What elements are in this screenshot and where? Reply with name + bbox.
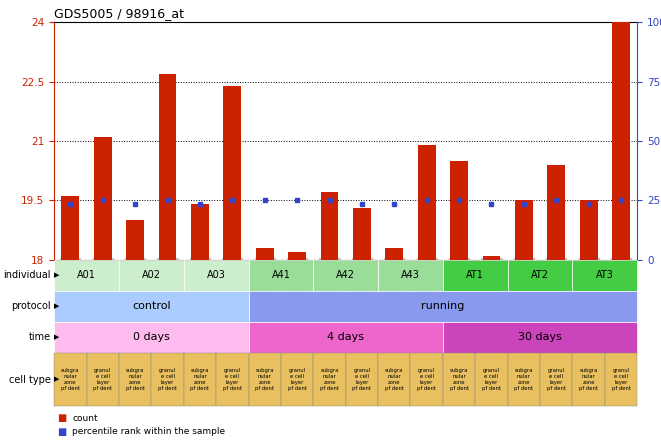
Text: 30 days: 30 days xyxy=(518,333,562,342)
Text: ▶: ▶ xyxy=(54,303,59,309)
Bar xyxy=(126,220,144,260)
Text: granul
e cell
layer
pf dent: granul e cell layer pf dent xyxy=(352,369,371,391)
Text: subgra
nular
zone
pf dent: subgra nular zone pf dent xyxy=(61,369,80,391)
Text: ■: ■ xyxy=(58,427,67,437)
Text: protocol: protocol xyxy=(11,301,51,311)
Text: individual: individual xyxy=(3,270,51,280)
Bar xyxy=(443,260,508,291)
Text: percentile rank within the sample: percentile rank within the sample xyxy=(72,427,225,436)
Text: granul
e cell
layer
pf dent: granul e cell layer pf dent xyxy=(288,369,307,391)
Bar xyxy=(249,260,313,291)
Bar xyxy=(151,353,184,406)
Bar xyxy=(281,353,313,406)
Text: ▶: ▶ xyxy=(54,377,59,383)
Text: granul
e cell
layer
pf dent: granul e cell layer pf dent xyxy=(93,369,112,391)
Text: AT2: AT2 xyxy=(531,270,549,280)
Bar xyxy=(410,353,443,406)
Text: subgra
nular
zone
pf dent: subgra nular zone pf dent xyxy=(255,369,274,391)
Bar xyxy=(94,137,112,260)
Text: subgra
nular
zone
pf dent: subgra nular zone pf dent xyxy=(449,369,469,391)
Text: A43: A43 xyxy=(401,270,420,280)
Text: granul
e cell
layer
pf dent: granul e cell layer pf dent xyxy=(611,369,631,391)
Text: granul
e cell
layer
pf dent: granul e cell layer pf dent xyxy=(417,369,436,391)
Text: GDS5005 / 98916_at: GDS5005 / 98916_at xyxy=(54,7,184,20)
Text: subgra
nular
zone
pf dent: subgra nular zone pf dent xyxy=(514,369,533,391)
Text: ▶: ▶ xyxy=(54,272,59,278)
Text: running: running xyxy=(421,301,465,311)
Bar xyxy=(547,165,565,260)
Bar xyxy=(572,353,605,406)
Bar xyxy=(313,260,378,291)
Text: A41: A41 xyxy=(272,270,290,280)
Bar xyxy=(346,353,378,406)
Bar xyxy=(418,145,436,260)
Bar xyxy=(216,353,249,406)
Text: 0 days: 0 days xyxy=(133,333,170,342)
Bar xyxy=(321,192,338,260)
Text: cell type: cell type xyxy=(9,375,51,385)
Text: control: control xyxy=(132,301,171,311)
Text: granul
e cell
layer
pf dent: granul e cell layer pf dent xyxy=(223,369,242,391)
Text: A03: A03 xyxy=(207,270,225,280)
Bar xyxy=(353,208,371,260)
Bar xyxy=(191,204,209,260)
Bar xyxy=(443,322,637,353)
Bar xyxy=(54,291,249,322)
Bar xyxy=(580,200,598,260)
Bar xyxy=(378,353,410,406)
Bar xyxy=(378,260,443,291)
Bar xyxy=(288,252,306,260)
Text: A42: A42 xyxy=(336,270,355,280)
Bar xyxy=(54,322,249,353)
Text: 4 days: 4 days xyxy=(327,333,364,342)
Text: subgra
nular
zone
pf dent: subgra nular zone pf dent xyxy=(385,369,404,391)
Text: ■: ■ xyxy=(58,413,67,424)
Text: granul
e cell
layer
pf dent: granul e cell layer pf dent xyxy=(158,369,177,391)
Bar xyxy=(87,353,119,406)
Text: subgra
nular
zone
pf dent: subgra nular zone pf dent xyxy=(579,369,598,391)
Bar xyxy=(256,248,274,260)
Bar xyxy=(313,353,346,406)
Bar xyxy=(119,260,184,291)
Text: granul
e cell
layer
pf dent: granul e cell layer pf dent xyxy=(482,369,501,391)
Bar xyxy=(508,353,540,406)
Text: count: count xyxy=(72,414,98,423)
Bar xyxy=(515,200,533,260)
Bar xyxy=(249,322,443,353)
Text: ▶: ▶ xyxy=(54,334,59,341)
Bar xyxy=(54,353,87,406)
Bar xyxy=(385,248,403,260)
Text: A02: A02 xyxy=(142,270,161,280)
Bar xyxy=(61,196,79,260)
Bar xyxy=(612,22,630,260)
Bar xyxy=(508,260,572,291)
Bar xyxy=(249,353,281,406)
Bar xyxy=(184,260,249,291)
Bar xyxy=(605,353,637,406)
Bar xyxy=(443,353,475,406)
Bar xyxy=(572,260,637,291)
Text: subgra
nular
zone
pf dent: subgra nular zone pf dent xyxy=(320,369,339,391)
Bar xyxy=(450,161,468,260)
Bar xyxy=(54,260,119,291)
Text: time: time xyxy=(29,333,51,342)
Text: subgra
nular
zone
pf dent: subgra nular zone pf dent xyxy=(126,369,145,391)
Text: AT3: AT3 xyxy=(596,270,614,280)
Bar xyxy=(540,353,572,406)
Text: AT1: AT1 xyxy=(466,270,485,280)
Bar xyxy=(223,86,241,260)
Bar xyxy=(184,353,216,406)
Bar xyxy=(159,74,176,260)
Text: subgra
nular
zone
pf dent: subgra nular zone pf dent xyxy=(190,369,210,391)
Bar xyxy=(119,353,151,406)
Text: granul
e cell
layer
pf dent: granul e cell layer pf dent xyxy=(547,369,566,391)
Bar xyxy=(483,256,500,260)
Text: A01: A01 xyxy=(77,270,96,280)
Bar xyxy=(475,353,508,406)
Bar xyxy=(249,291,637,322)
